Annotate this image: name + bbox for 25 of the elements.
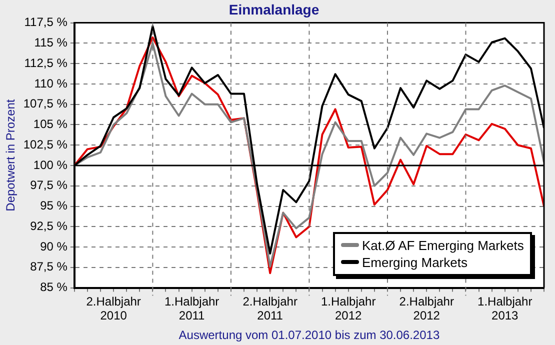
y-tick-label: 87,5 %: [30, 260, 68, 274]
x-tick-label: 1.Halbjahr 2012: [320, 294, 376, 323]
legend-label: Kat.Ø AF Emerging Markets: [362, 238, 524, 253]
y-tick-label: 85 %: [40, 280, 68, 294]
y-tick-label: 115 %: [34, 35, 68, 50]
y-tick-label: 97,5 %: [30, 178, 68, 192]
y-tick-label: 95 %: [40, 198, 68, 213]
x-axis-title: Auswertung vom 01.07.2010 bis zum 30.06.2013: [178, 328, 440, 342]
y-tick-label: 92,5 %: [30, 218, 68, 233]
x-tick-label: 2.Halbjahr 2012: [399, 294, 454, 323]
x-tick-label: 1.Halbjahr 2011: [164, 294, 220, 323]
y-tick-label: 112,5 %: [24, 56, 68, 70]
x-tick-label: 2.Halbjahr 2010: [86, 294, 141, 323]
y-tick-label: 117,5 %: [24, 15, 68, 30]
y-tick-label: 107,5 %: [23, 96, 68, 111]
y-tick-label: 102,5 %: [23, 137, 68, 152]
chart-title: Einmalanlage: [228, 1, 320, 18]
x-tick-label: 2.Halbjahr 2011: [242, 294, 298, 323]
y-tick-label: 100 %: [33, 158, 68, 172]
y-tick-label: 110 %: [34, 76, 68, 90]
y-tick-label: 90 %: [40, 239, 68, 254]
y-tick-label: 105 %: [33, 117, 68, 132]
legend-label: Emerging Markets: [362, 254, 468, 270]
x-tick-label: 1.Halbjahr 2013: [478, 294, 532, 323]
y-axis-title: Depotwert in Prozent: [4, 98, 18, 212]
